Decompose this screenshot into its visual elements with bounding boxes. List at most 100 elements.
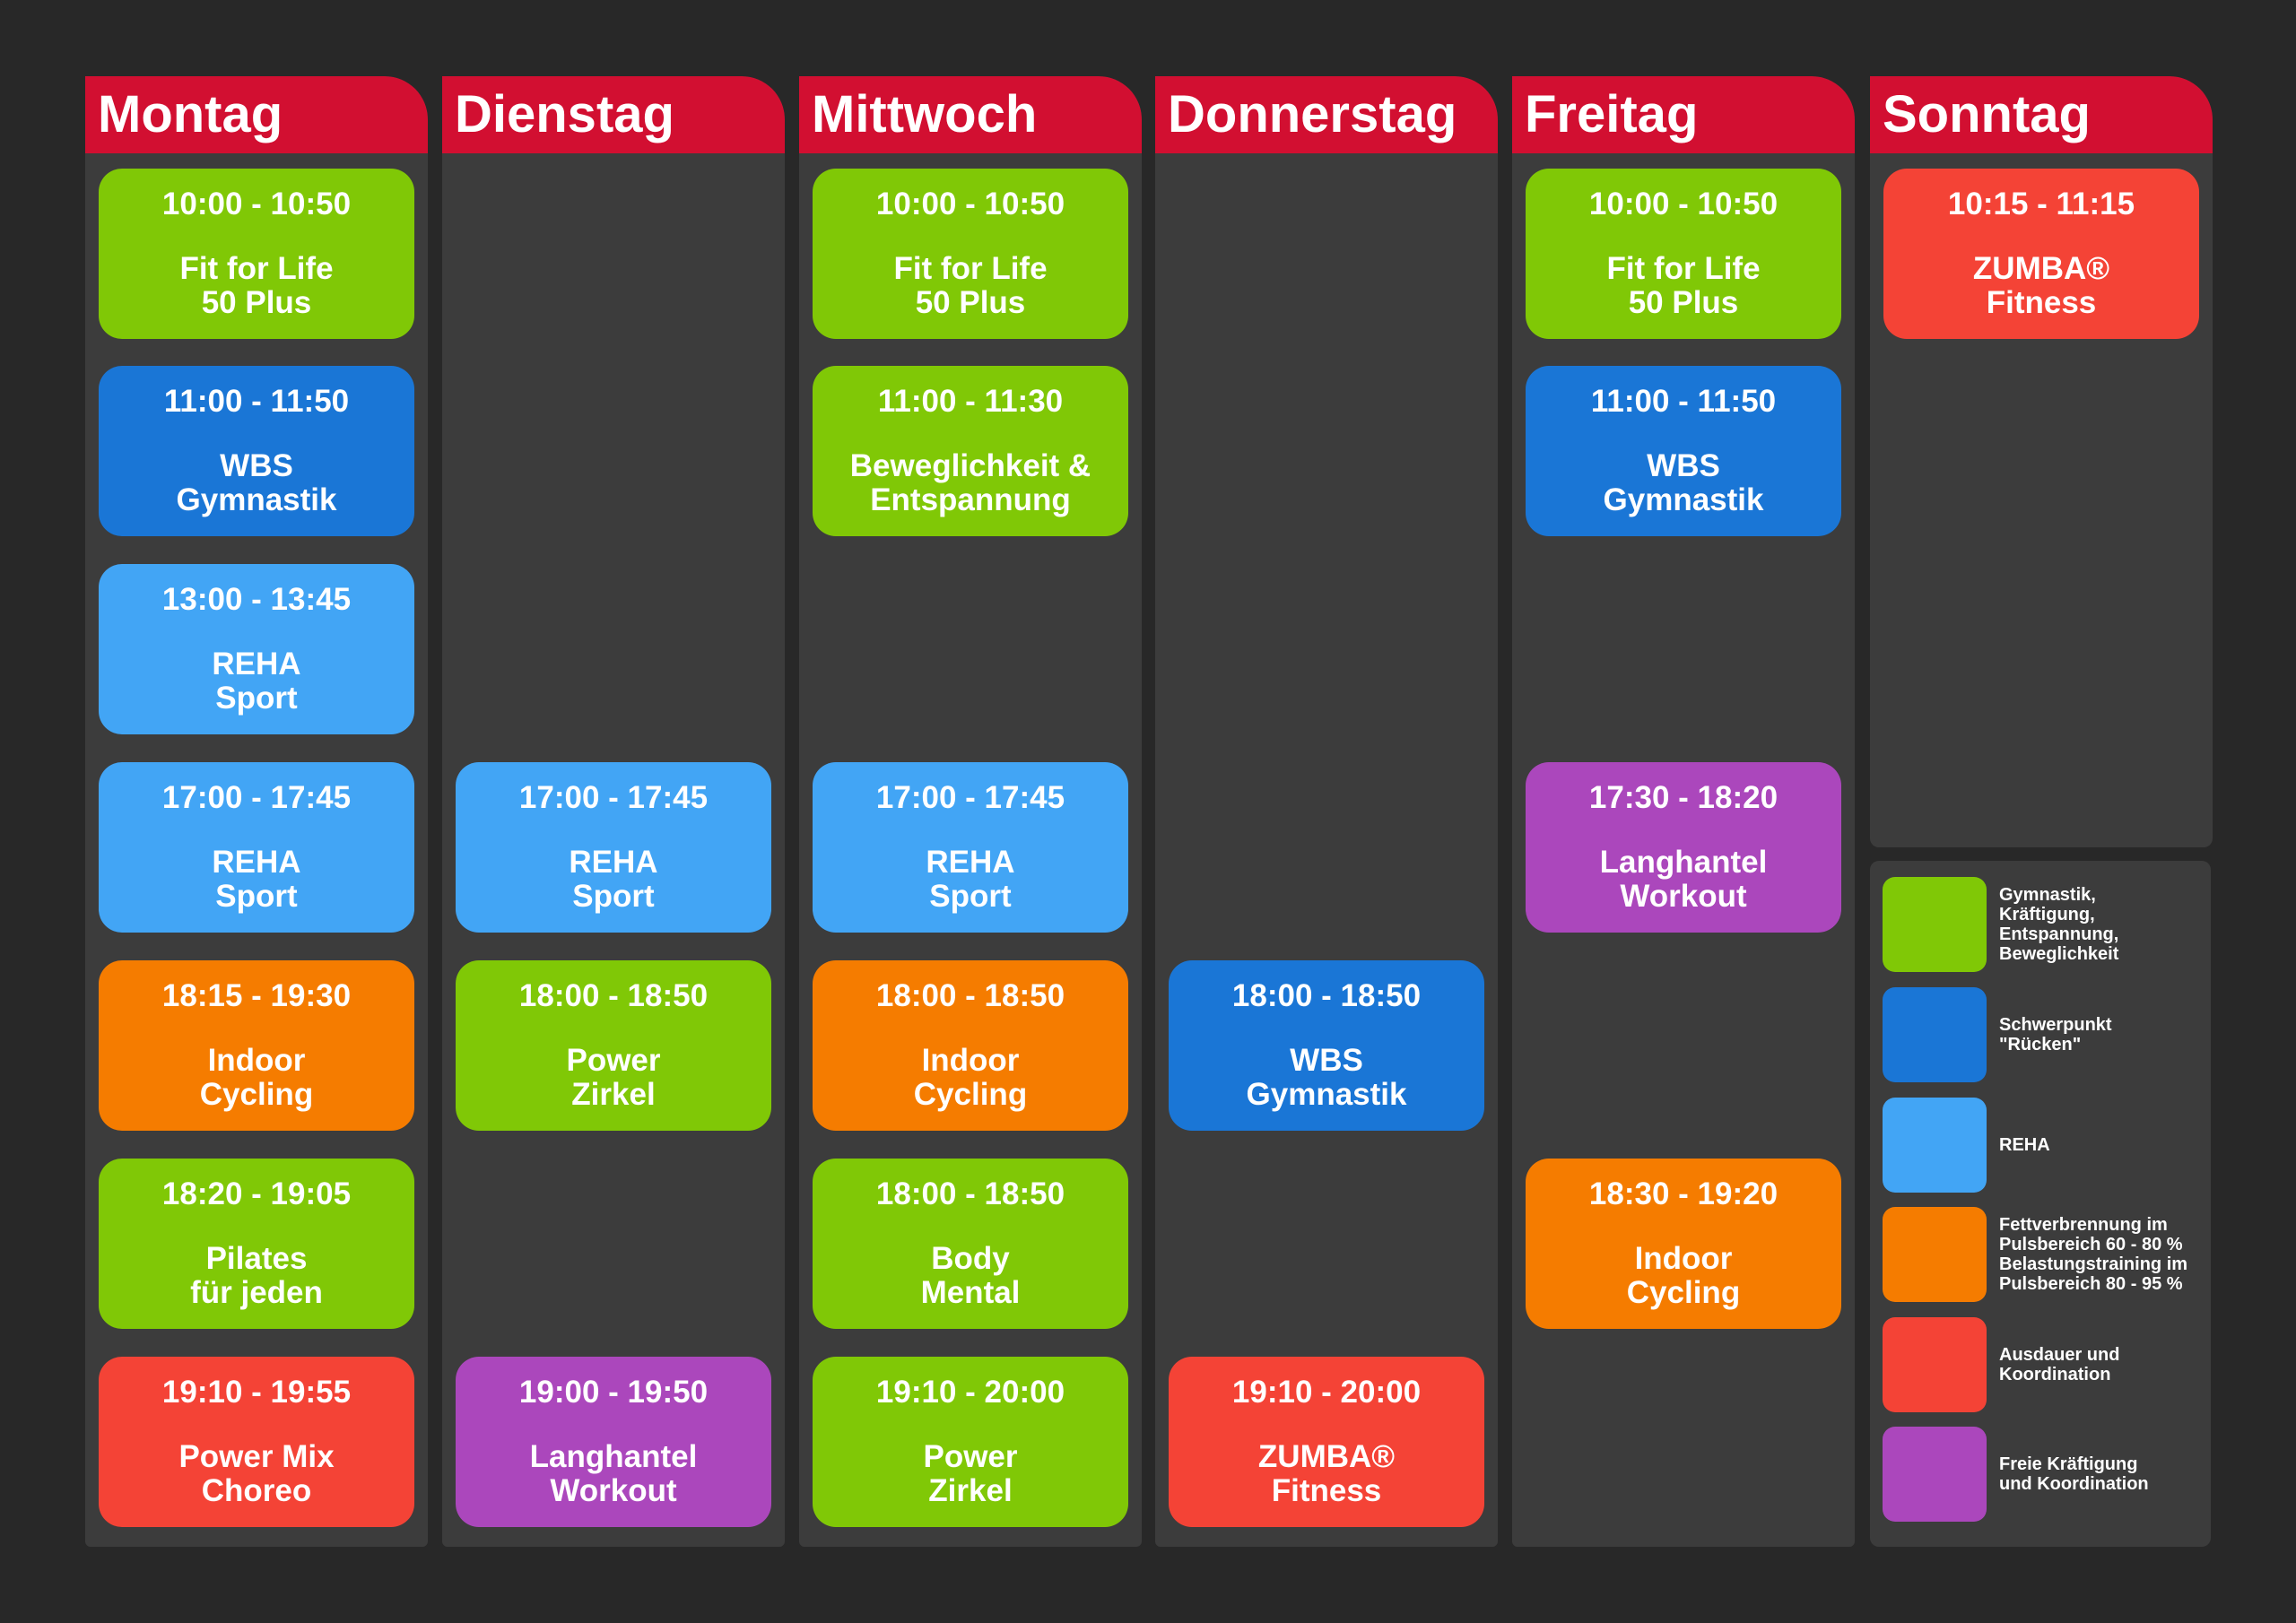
class-time: 10:00 - 10:50	[161, 187, 352, 221]
class-card[interactable]: 18:30 - 19:20 Indoor Cycling	[1526, 1159, 1841, 1329]
legend-label: Fettverbrennung im Pulsbereich 60 - 80 %…	[1999, 1215, 2188, 1294]
legend-item: REHA	[1883, 1098, 2211, 1193]
class-name: ZUMBA® Fitness	[1972, 251, 2110, 320]
class-name: REHA Sport	[569, 845, 658, 914]
legend-swatch	[1883, 1317, 1987, 1412]
day-column-dienstag: Dienstag 17:00 - 17:45 REHA Sport 18:00 - 1…	[442, 76, 785, 1547]
class-time: 18:20 - 19:05	[161, 1176, 352, 1211]
legend-label: Gymnastik, Kräftigung, Entspannung, Bewe…	[1999, 885, 2119, 964]
class-card[interactable]: 10:00 - 10:50 Fit for Life 50 Plus	[99, 169, 414, 339]
class-name: Indoor Cycling	[913, 1043, 1028, 1112]
class-card[interactable]: 17:00 - 17:45 REHA Sport	[813, 762, 1128, 933]
class-time: 17:00 - 17:45	[161, 780, 352, 815]
category-legend: Gymnastik, Kräftigung, Entspannung, Bewe…	[1870, 861, 2211, 1547]
day-column-mittwoch: Mittwoch 10:00 - 10:50 Fit for Life 50 Plu…	[799, 76, 1142, 1547]
class-time: 19:10 - 20:00	[875, 1375, 1065, 1410]
class-time: 13:00 - 13:45	[161, 582, 352, 617]
legend-label: Ausdauer und Koordination	[1999, 1345, 2120, 1384]
legend-item: Schwerpunkt "Rücken"	[1883, 987, 2211, 1082]
class-time: 10:00 - 10:50	[875, 187, 1065, 221]
class-time: 11:00 - 11:50	[163, 384, 350, 419]
class-card[interactable]: 18:00 - 18:50 Body Mental	[813, 1159, 1128, 1329]
class-card[interactable]: 11:00 - 11:50 WBS Gymnastik	[1526, 366, 1841, 536]
class-card[interactable]: 17:00 - 17:45 REHA Sport	[456, 762, 771, 933]
class-time: 10:15 - 11:15	[1947, 187, 2135, 221]
day-column-montag: Montag 10:00 - 10:50 Fit for Life 50 Plus 1…	[85, 76, 428, 1547]
class-card[interactable]: 18:20 - 19:05 Pilates für jeden	[99, 1159, 414, 1329]
legend-item: Gymnastik, Kräftigung, Entspannung, Bewe…	[1883, 877, 2211, 972]
legend-swatch	[1883, 1098, 1987, 1193]
class-card[interactable]: 19:10 - 20:00 ZUMBA® Fitness	[1169, 1357, 1484, 1527]
class-card[interactable]: 13:00 - 13:45 REHA Sport	[99, 564, 414, 734]
legend-label: Schwerpunkt "Rücken"	[1999, 1015, 2112, 1055]
class-name: Power Zirkel	[566, 1043, 661, 1112]
class-card[interactable]: 10:00 - 10:50 Fit for Life 50 Plus	[1526, 169, 1841, 339]
class-time: 17:00 - 17:45	[518, 780, 709, 815]
class-name: Fit for Life 50 Plus	[179, 251, 334, 320]
class-card[interactable]: 11:00 - 11:50 WBS Gymnastik	[99, 366, 414, 536]
class-name: Indoor Cycling	[1626, 1241, 1741, 1310]
class-time: 18:00 - 18:50	[1231, 978, 1422, 1013]
day-header: Dienstag	[442, 76, 785, 153]
class-name: Fit for Life 50 Plus	[893, 251, 1048, 320]
legend-swatch	[1883, 987, 1987, 1082]
class-card[interactable]: 18:00 - 18:50 Power Zirkel	[456, 960, 771, 1131]
legend-swatch	[1883, 877, 1987, 972]
class-card[interactable]: 19:10 - 19:55 Power Mix Choreo	[99, 1357, 414, 1527]
class-name: Fit for Life 50 Plus	[1606, 251, 1761, 320]
legend-label: Freie Kräftigung und Koordination	[1999, 1454, 2149, 1494]
class-name: WBS Gymnastik	[1603, 448, 1764, 517]
day-header: Donnerstag	[1155, 76, 1498, 153]
class-card[interactable]: 10:00 - 10:50 Fit for Life 50 Plus	[813, 169, 1128, 339]
class-time: 19:10 - 20:00	[1231, 1375, 1422, 1410]
day-header: Sonntag	[1870, 76, 2213, 153]
class-name: Power Zirkel	[923, 1439, 1018, 1508]
class-card[interactable]: 18:00 - 18:50 Indoor Cycling	[813, 960, 1128, 1131]
legend-item: Fettverbrennung im Pulsbereich 60 - 80 %…	[1883, 1207, 2211, 1302]
class-time: 18:15 - 19:30	[161, 978, 352, 1013]
class-time: 19:10 - 19:55	[161, 1375, 352, 1410]
class-time: 18:30 - 19:20	[1588, 1176, 1779, 1211]
day-column-freitag: Freitag 10:00 - 10:50 Fit for Life 50 Plus…	[1512, 76, 1855, 1547]
class-name: Langhantel Workout	[529, 1439, 698, 1508]
legend-item: Freie Kräftigung und Koordination	[1883, 1427, 2211, 1522]
class-time: 17:00 - 17:45	[875, 780, 1065, 815]
class-card[interactable]: 18:00 - 18:50 WBS Gymnastik	[1169, 960, 1484, 1131]
class-time: 18:00 - 18:50	[875, 978, 1065, 1013]
class-name: Indoor Cycling	[199, 1043, 314, 1112]
class-card[interactable]: 18:15 - 19:30 Indoor Cycling	[99, 960, 414, 1131]
class-time: 10:00 - 10:50	[1588, 187, 1779, 221]
class-card[interactable]: 11:00 - 11:30 Beweglichkeit & Entspannung	[813, 366, 1128, 536]
class-name: ZUMBA® Fitness	[1257, 1439, 1396, 1508]
legend-item: Ausdauer und Koordination	[1883, 1317, 2211, 1412]
day-column-donnerstag: Donnerstag 18:00 - 18:50 WBS Gymnastik 19:1…	[1155, 76, 1498, 1547]
class-time: 18:00 - 18:50	[875, 1176, 1065, 1211]
class-card[interactable]: 10:15 - 11:15 ZUMBA® Fitness	[1883, 169, 2199, 339]
class-time: 11:00 - 11:50	[1590, 384, 1777, 419]
class-card[interactable]: 17:00 - 17:45 REHA Sport	[99, 762, 414, 933]
class-time: 17:30 - 18:20	[1588, 780, 1779, 815]
day-header: Montag	[85, 76, 428, 153]
class-time: 18:00 - 18:50	[518, 978, 709, 1013]
class-name: Langhantel Workout	[1599, 845, 1768, 914]
class-time: 19:00 - 19:50	[518, 1375, 709, 1410]
class-name: REHA Sport	[212, 647, 301, 716]
class-card[interactable]: 17:30 - 18:20 Langhantel Workout	[1526, 762, 1841, 933]
legend-label: REHA	[1999, 1135, 2050, 1155]
day-header: Freitag	[1512, 76, 1855, 153]
class-name: Power Mix Choreo	[178, 1439, 335, 1508]
class-name: Body Mental	[920, 1241, 1021, 1310]
legend-swatch	[1883, 1427, 1987, 1522]
class-name: Beweglichkeit & Entspannung	[849, 448, 1091, 517]
class-card[interactable]: 19:00 - 19:50 Langhantel Workout	[456, 1357, 771, 1527]
class-name: REHA Sport	[926, 845, 1015, 914]
legend-swatch	[1883, 1207, 1987, 1302]
day-column-sonntag: Sonntag 10:15 - 11:15 ZUMBA® Fitness	[1870, 76, 2213, 847]
class-time: 11:00 - 11:30	[877, 384, 1064, 419]
class-name: WBS Gymnastik	[176, 448, 337, 517]
day-header: Mittwoch	[799, 76, 1142, 153]
class-name: WBS Gymnastik	[1246, 1043, 1407, 1112]
class-name: REHA Sport	[212, 845, 301, 914]
class-name: Pilates für jeden	[190, 1241, 323, 1310]
class-card[interactable]: 19:10 - 20:00 Power Zirkel	[813, 1357, 1128, 1527]
